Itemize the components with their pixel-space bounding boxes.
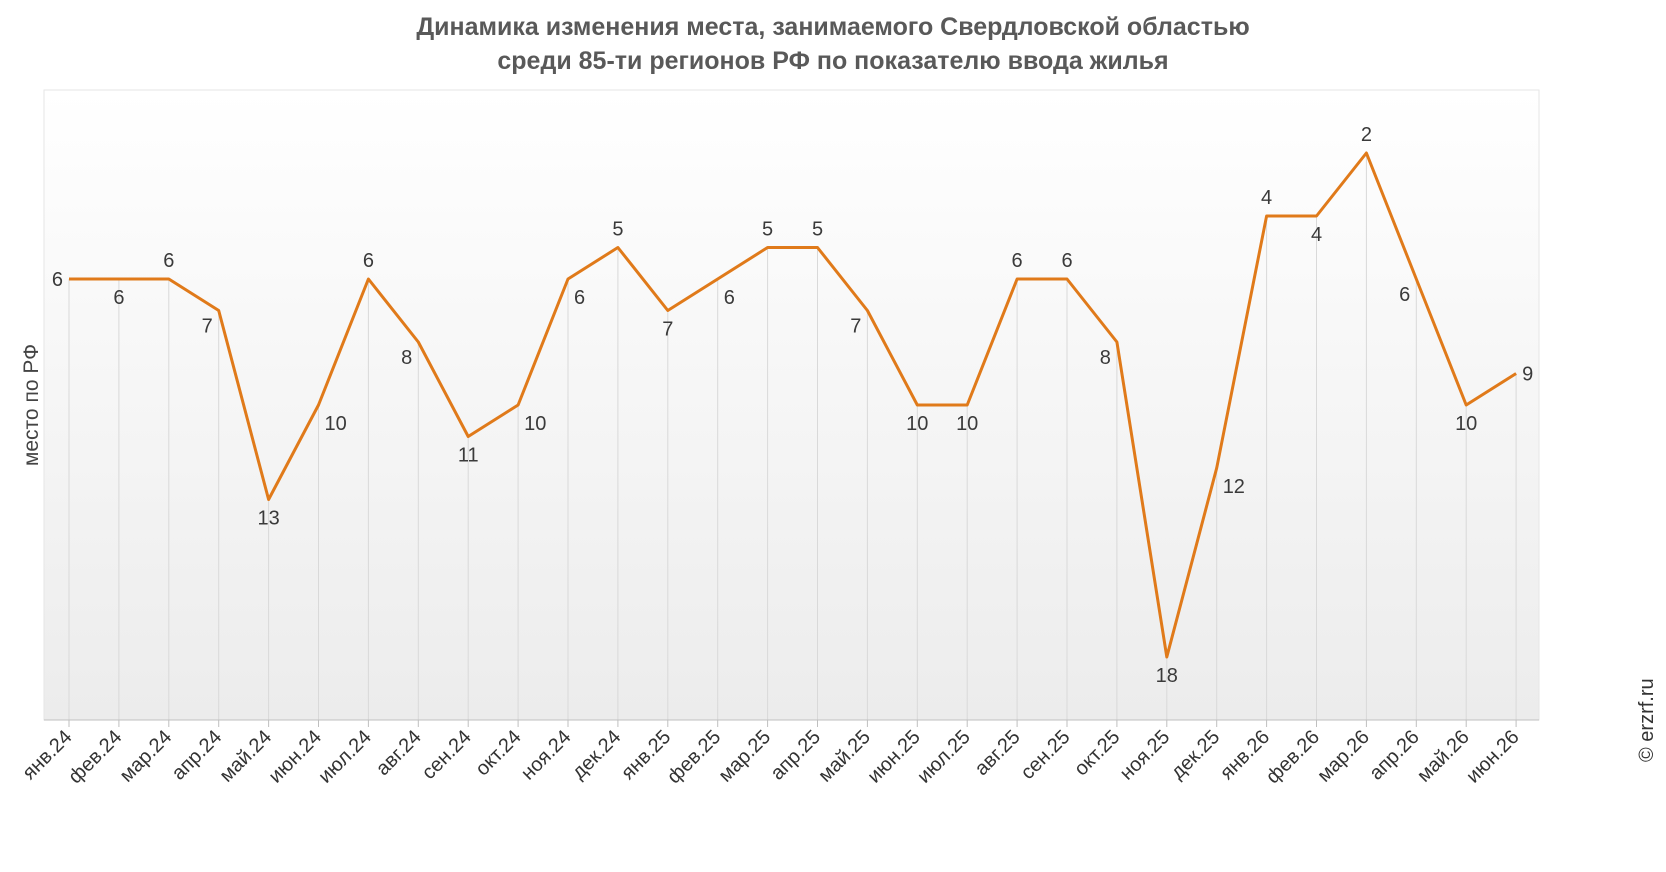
data-label: 8 bbox=[401, 347, 412, 369]
x-tick-label: июл.25 bbox=[913, 726, 975, 788]
data-label: 12 bbox=[1223, 476, 1245, 498]
x-tick-label: фев.24 bbox=[64, 726, 126, 788]
chart-title-line-1: Динамика изменения места, занимаемого Св… bbox=[416, 13, 1250, 41]
data-label: 6 bbox=[113, 287, 124, 309]
x-tick-label: фев.25 bbox=[663, 726, 725, 788]
x-tick-label: июн.26 bbox=[1462, 726, 1524, 788]
watermark: © erzrf.ru bbox=[1636, 678, 1658, 762]
x-tick-label: мар.26 bbox=[1313, 726, 1374, 787]
x-tick-label: окт.25 bbox=[1070, 726, 1124, 780]
x-tick-label: июл.24 bbox=[314, 726, 376, 788]
data-label: 10 bbox=[1455, 413, 1477, 435]
x-tick-label: сен.25 bbox=[1017, 726, 1075, 784]
data-label: 6 bbox=[363, 250, 374, 272]
x-tick-label: апр.24 bbox=[168, 726, 227, 785]
x-tick-label: дек.24 bbox=[568, 726, 626, 784]
data-label: 7 bbox=[202, 316, 213, 338]
x-tick-label: ноя.25 bbox=[1116, 726, 1175, 785]
x-tick-label: окт.24 bbox=[471, 726, 525, 780]
data-label: 10 bbox=[325, 413, 347, 435]
data-label: 11 bbox=[458, 445, 479, 467]
x-tick-label: авг.25 bbox=[971, 726, 1025, 780]
series-line bbox=[69, 151, 1517, 659]
data-label: 18 bbox=[1156, 665, 1178, 687]
x-tick-label: дек.25 bbox=[1167, 726, 1225, 784]
data-label: 6 bbox=[574, 287, 585, 309]
data-label: 7 bbox=[850, 316, 861, 338]
data-label: 6 bbox=[1399, 284, 1410, 306]
x-tick-label: мар.24 bbox=[116, 726, 177, 787]
x-axis-ticks bbox=[68, 720, 1517, 727]
data-label: 6 bbox=[724, 287, 735, 309]
chart-title-line-2: среди 85-ти регионов РФ по показателю вв… bbox=[497, 47, 1169, 75]
x-tick-label: апр.25 bbox=[766, 726, 825, 785]
data-label: 10 bbox=[956, 413, 978, 435]
data-label: 6 bbox=[52, 269, 63, 291]
data-label: 5 bbox=[612, 219, 623, 241]
x-tick-label: июн.25 bbox=[863, 726, 925, 788]
x-tick-label: апр.26 bbox=[1365, 726, 1424, 785]
data-label: 2 bbox=[1361, 124, 1372, 146]
grid-lines bbox=[68, 153, 1517, 720]
y-axis-label: место по РФ bbox=[20, 344, 43, 466]
x-tick-label: мар.25 bbox=[714, 726, 775, 787]
x-tick-label: май.25 bbox=[814, 726, 875, 787]
data-label: 10 bbox=[524, 413, 546, 435]
data-label: 8 bbox=[1100, 347, 1111, 369]
data-label: 7 bbox=[662, 319, 673, 341]
data-label: 9 bbox=[1522, 364, 1533, 386]
x-tick-label: фев.26 bbox=[1262, 726, 1324, 788]
x-axis-labels: янв.24фев.24мар.24апр.24май.24июн.24июл.… bbox=[18, 726, 1523, 788]
chart-title: Динамика изменения места, занимаемого Св… bbox=[0, 10, 1666, 78]
plot-area bbox=[43, 89, 1540, 721]
x-tick-label: июн.24 bbox=[264, 726, 326, 788]
x-tick-label: ноя.24 bbox=[517, 726, 576, 785]
data-label: 4 bbox=[1261, 187, 1272, 209]
data-label: 13 bbox=[257, 508, 279, 530]
data-label: 5 bbox=[812, 219, 823, 241]
x-tick-label: май.24 bbox=[215, 726, 276, 787]
data-label: 4 bbox=[1311, 224, 1322, 246]
x-tick-label: май.26 bbox=[1413, 726, 1474, 787]
x-tick-label: авг.24 bbox=[372, 726, 426, 780]
data-label: 6 bbox=[1061, 250, 1072, 272]
x-tick-label: сен.24 bbox=[418, 726, 476, 784]
data-label: 10 bbox=[906, 413, 928, 435]
data-label: 5 bbox=[762, 219, 773, 241]
data-labels: 6 6 6 7 13 10 6 8 11 10 6 5 7 6 5 5 7 10 10 6 6 8 18 12 4 4 2 6 10 9 bbox=[52, 124, 1533, 687]
data-label: 6 bbox=[163, 250, 174, 272]
data-label: 6 bbox=[1012, 250, 1023, 272]
